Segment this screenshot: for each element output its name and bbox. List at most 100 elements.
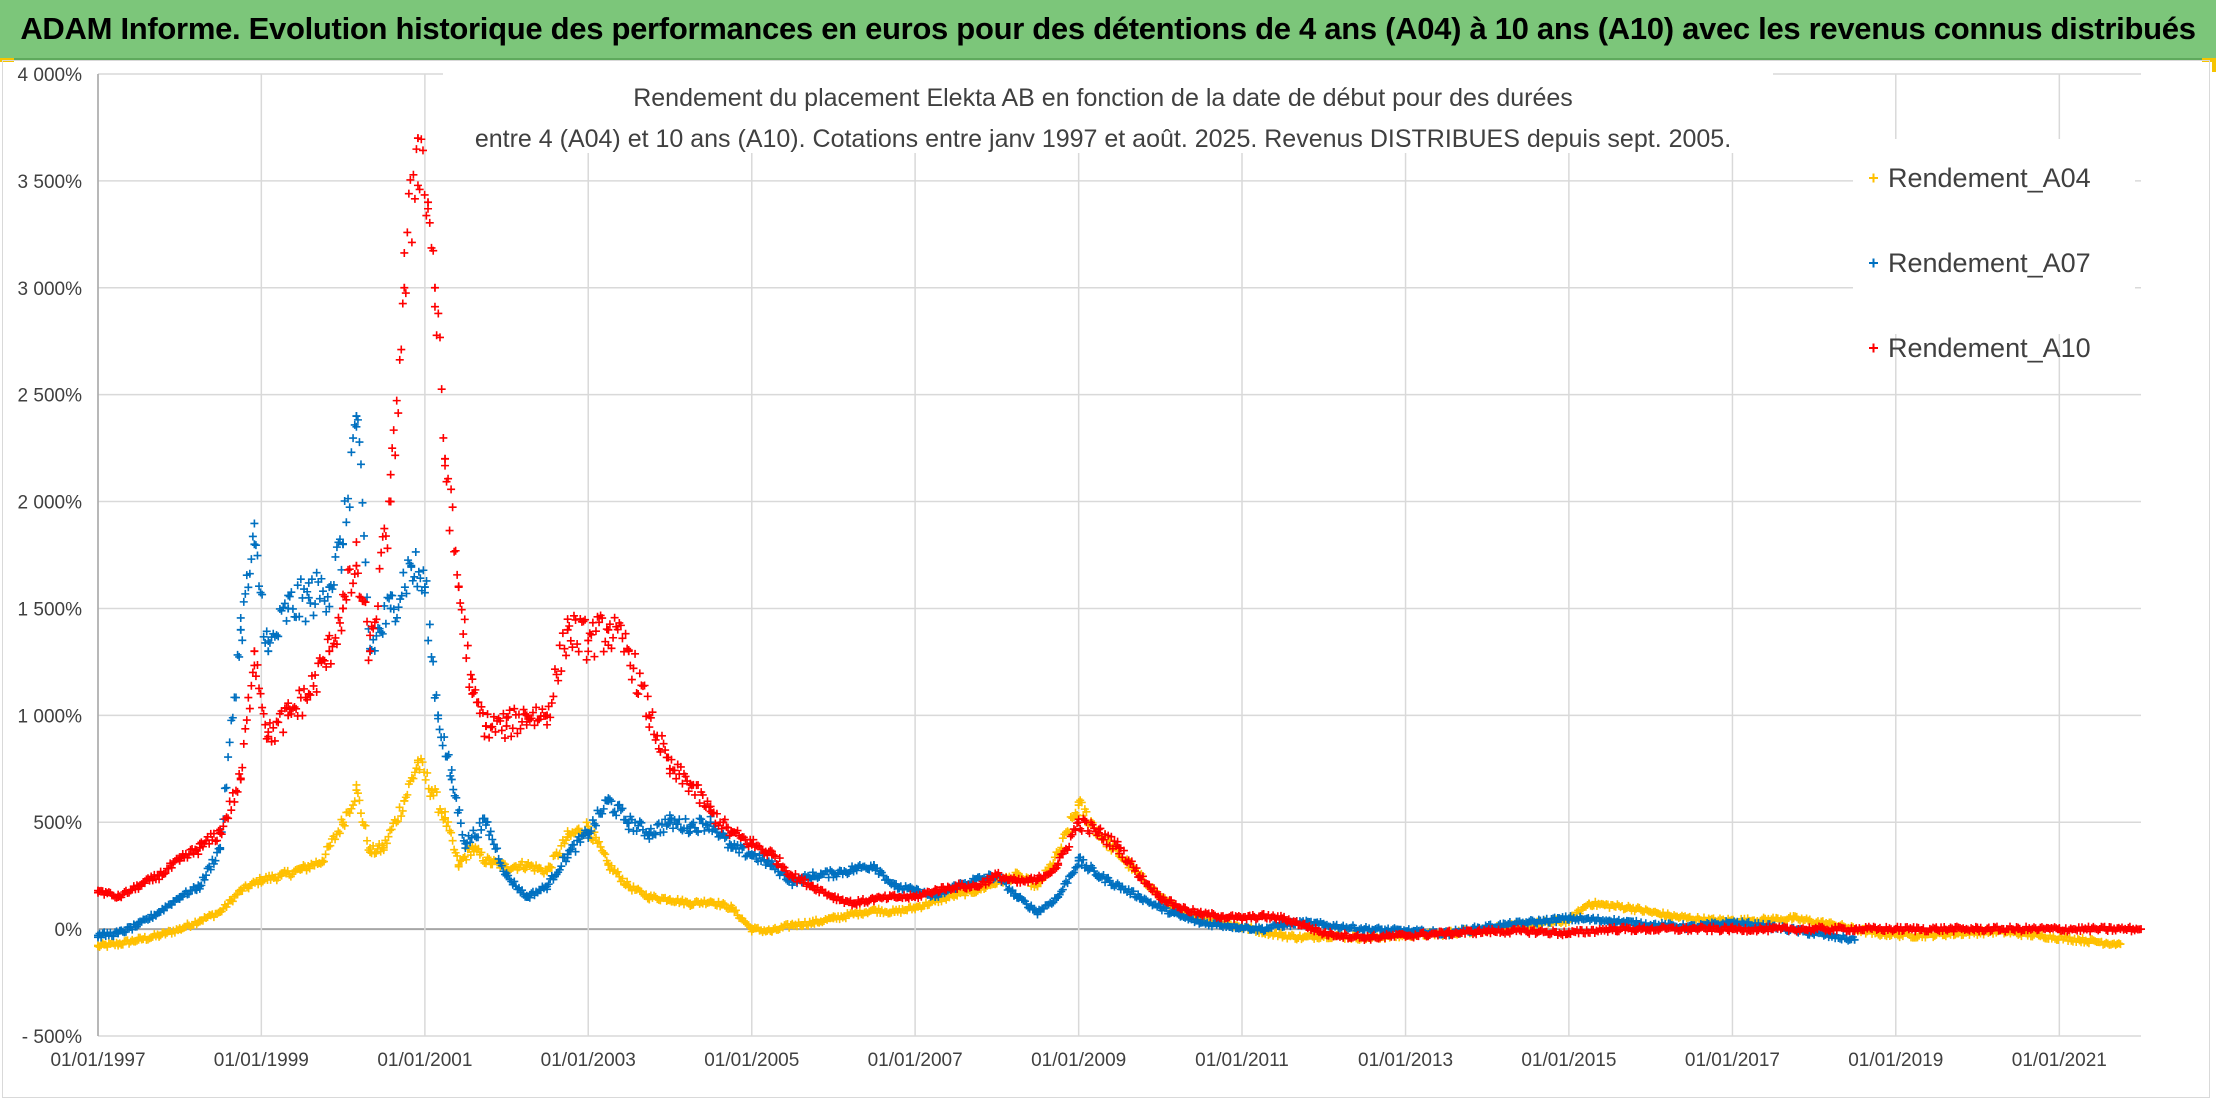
data-point <box>441 813 450 822</box>
data-point <box>869 895 878 904</box>
data-point <box>1850 935 1859 944</box>
data-point <box>360 531 369 540</box>
y-tick-label: 1 500% <box>18 599 83 620</box>
data-point <box>1132 864 1141 873</box>
data-point <box>463 641 472 650</box>
data-point <box>522 720 531 729</box>
data-point <box>325 647 334 656</box>
y-tick-label: 1 000% <box>18 706 83 727</box>
data-point <box>640 681 649 690</box>
data-point <box>533 716 542 725</box>
data-point <box>427 786 436 795</box>
data-point <box>398 299 407 308</box>
data-point <box>595 837 604 846</box>
data-point <box>392 396 401 405</box>
legend-marker <box>1869 343 1878 353</box>
data-point <box>518 857 527 866</box>
data-point <box>778 862 787 871</box>
data-point <box>425 620 434 629</box>
data-point <box>849 899 858 908</box>
data-point <box>645 711 654 720</box>
data-point <box>522 893 531 902</box>
data-point <box>352 422 361 431</box>
data-point <box>231 786 240 795</box>
data-point <box>574 824 583 833</box>
data-point <box>727 843 736 852</box>
data-point <box>681 772 690 781</box>
data-point <box>497 726 506 735</box>
data-point <box>231 693 240 702</box>
data-point <box>684 829 693 838</box>
data-point <box>216 908 225 917</box>
data-point <box>415 185 424 194</box>
data-point <box>489 712 498 721</box>
data-point <box>573 640 582 649</box>
data-point <box>599 848 608 857</box>
data-point <box>624 825 633 834</box>
data-point <box>284 711 293 720</box>
data-point <box>227 806 236 815</box>
data-point <box>1156 903 1165 912</box>
data-point <box>581 615 590 624</box>
data-point <box>566 845 575 854</box>
data-point <box>410 572 419 581</box>
data-point <box>250 519 259 528</box>
chart-frame: Rendement du placement Elekta AB en fonc… <box>2 60 2210 1098</box>
x-tick-label: 01/01/2013 <box>1358 1050 1453 1071</box>
data-point <box>546 862 555 871</box>
data-point <box>391 617 400 626</box>
data-point <box>767 850 776 859</box>
x-axis: 01/01/1997 01/01/1999 01/01/2001 01/01/2003… <box>50 1050 2106 1071</box>
legend: Rendement_A04 Rendement_A07 Rendement_A10 <box>1853 139 2135 363</box>
data-point <box>2137 925 2145 934</box>
data-point <box>443 752 452 761</box>
data-point <box>486 827 495 836</box>
data-point <box>264 732 273 741</box>
data-point <box>1033 908 1042 917</box>
data-point <box>538 705 547 714</box>
data-point <box>706 807 715 816</box>
data-point <box>481 722 490 731</box>
data-point <box>1071 863 1080 872</box>
data-points <box>94 134 2145 952</box>
data-point <box>697 815 706 824</box>
data-point <box>563 833 572 842</box>
data-point <box>114 893 123 902</box>
data-point <box>265 638 274 647</box>
data-point <box>992 871 1001 880</box>
data-point <box>672 774 681 783</box>
data-point <box>406 175 415 184</box>
data-point <box>1754 919 1763 928</box>
data-point <box>350 420 359 429</box>
data-point <box>338 604 347 613</box>
data-point <box>448 836 457 845</box>
data-point <box>257 875 266 884</box>
data-point <box>335 535 344 544</box>
data-point <box>387 825 396 834</box>
data-point <box>1135 893 1144 902</box>
data-point <box>458 830 467 839</box>
data-point <box>448 503 457 512</box>
data-point <box>219 822 228 831</box>
data-point <box>651 735 660 744</box>
data-point <box>1949 927 1958 936</box>
data-point <box>323 592 332 601</box>
data-point <box>361 558 370 567</box>
series-Rendement_A10 <box>94 134 2145 944</box>
data-point <box>429 657 438 666</box>
data-point <box>134 920 143 929</box>
data-point <box>596 842 605 851</box>
data-point <box>543 882 552 891</box>
data-point <box>447 485 456 494</box>
data-point <box>1768 925 1777 934</box>
data-point <box>356 809 365 818</box>
data-point <box>690 790 699 799</box>
data-point <box>684 787 693 796</box>
x-tick-label: 01/01/2007 <box>868 1050 963 1071</box>
data-point <box>382 839 391 848</box>
data-point <box>477 702 486 711</box>
x-tick-label: 01/01/2019 <box>1848 1050 1943 1071</box>
data-point <box>320 596 329 605</box>
data-point <box>590 819 599 828</box>
data-point <box>518 886 527 895</box>
